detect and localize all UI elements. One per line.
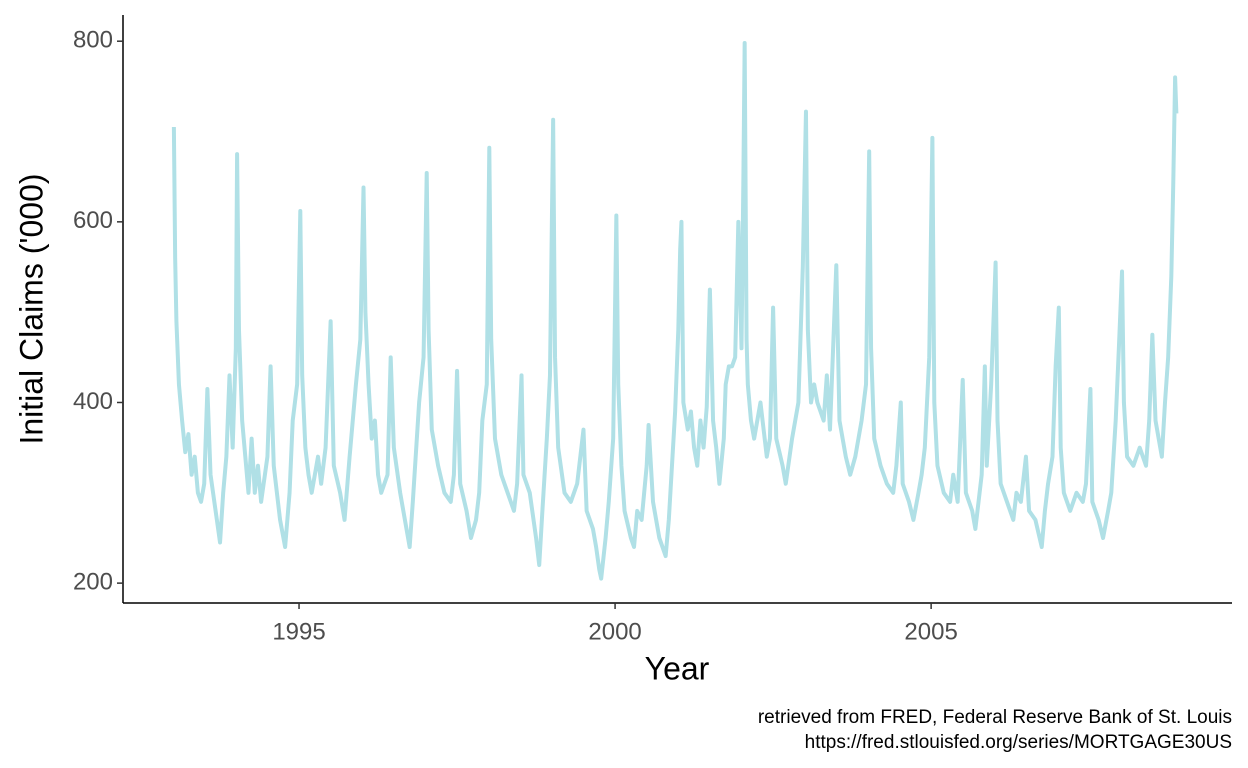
x-tick-label: 2005	[904, 618, 957, 645]
caption: retrieved from FRED, Federal Reserve Ban…	[758, 707, 1232, 728]
y-tick-label: 800	[73, 27, 113, 54]
y-tick-label: 400	[73, 388, 113, 415]
x-tick-label: 2000	[588, 618, 641, 645]
y-tick-label: 200	[73, 568, 113, 595]
x-axis-title: Year	[645, 650, 710, 686]
caption: https://fred.stlouisfed.org/series/MORTG…	[805, 732, 1232, 753]
x-tick-label: 1995	[272, 618, 325, 645]
y-tick-label: 600	[73, 207, 113, 234]
y-axis-title: Initial Claims ('000)	[13, 173, 49, 444]
data-line	[171, 41, 1179, 581]
